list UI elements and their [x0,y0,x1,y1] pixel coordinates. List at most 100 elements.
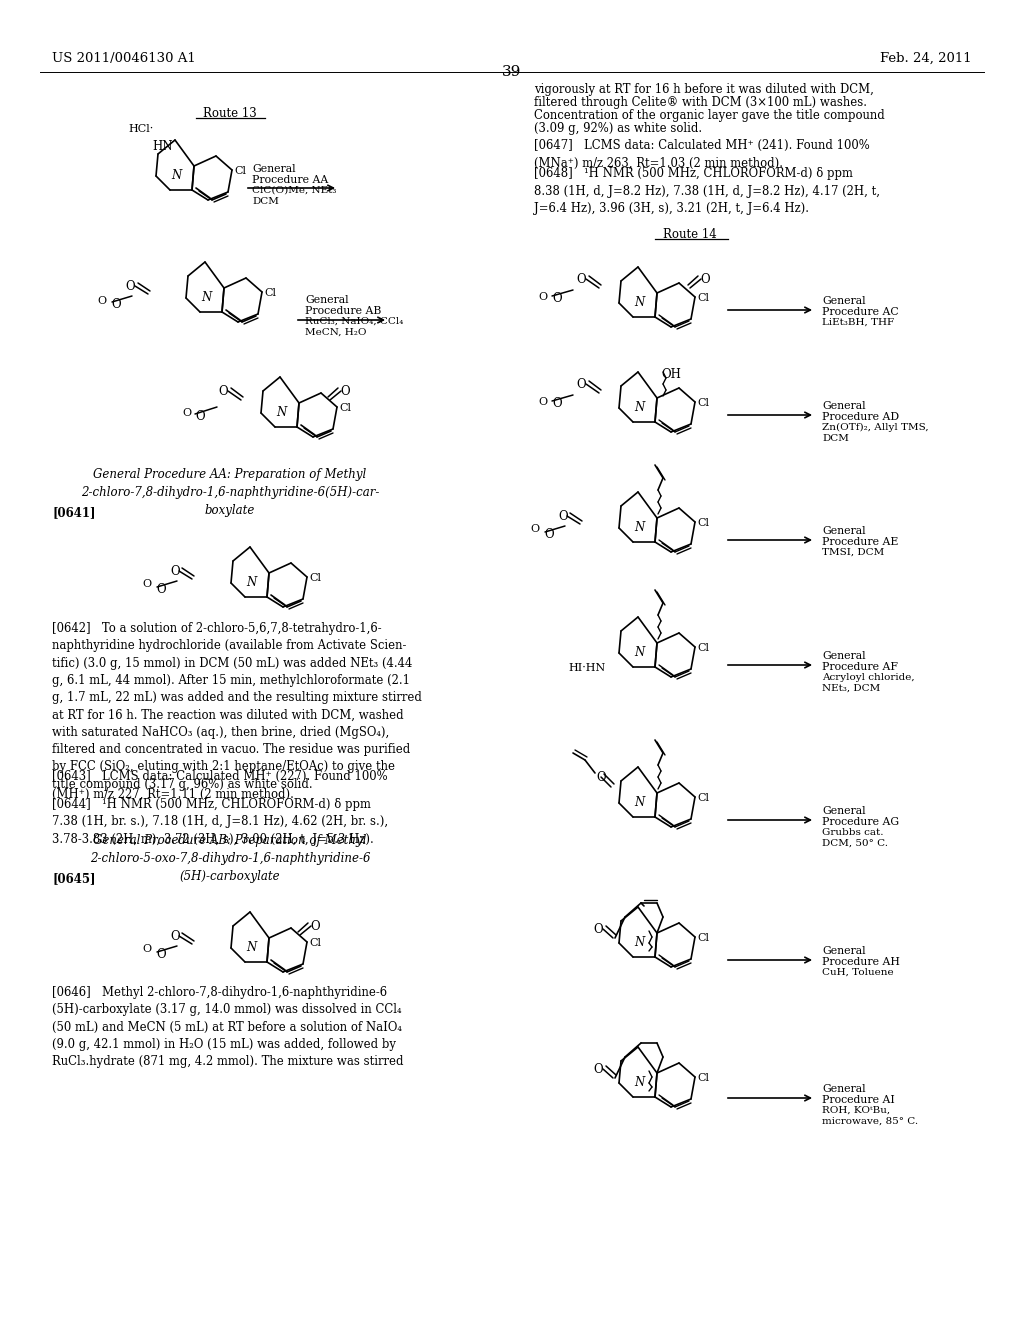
Text: General: General [822,296,865,306]
Text: DCM: DCM [252,197,279,206]
Text: N: N [634,296,644,309]
Text: (3.09 g, 92%) as white solid.: (3.09 g, 92%) as white solid. [534,121,702,135]
Text: N: N [634,645,644,659]
Text: O: O [157,948,166,961]
Text: [0645]: [0645] [52,873,95,884]
Text: Cl: Cl [339,403,351,413]
Text: N: N [171,169,181,182]
Text: O: O [552,292,562,305]
Text: N: N [634,401,644,414]
Text: Procedure AC: Procedure AC [822,308,899,317]
Text: General: General [252,164,296,174]
Text: O: O [157,583,166,597]
Text: O: O [142,579,152,589]
Text: N: N [246,576,256,589]
Text: Cl: Cl [697,643,709,653]
Text: [0648]   ¹H NMR (500 MHz, CHLOROFORM-d) δ ppm
8.38 (1H, d, J=8.2 Hz), 7.38 (1H, : [0648] ¹H NMR (500 MHz, CHLOROFORM-d) δ … [534,168,880,215]
Text: Route 14: Route 14 [664,228,717,242]
Text: O: O [310,920,319,933]
Text: OH: OH [662,368,681,381]
Text: [0647]   LCMS data: Calculated MH⁺ (241). Found 100%
(MNa⁺) m/z 263, Rt=1.03 (2 : [0647] LCMS data: Calculated MH⁺ (241). … [534,139,869,169]
Text: [0644]   ¹H NMR (500 MHz, CHLOROFORM-d) δ ppm
7.38 (1H, br. s.), 7.18 (1H, d, J=: [0644] ¹H NMR (500 MHz, CHLOROFORM-d) δ … [52,799,388,846]
Text: General: General [822,807,865,816]
Text: General: General [822,401,865,411]
Text: N: N [634,521,644,535]
Text: O: O [544,528,554,541]
Text: N: N [634,936,644,949]
Text: O: O [577,378,586,391]
Text: Cl: Cl [697,1073,709,1082]
Text: Procedure AH: Procedure AH [822,957,900,968]
Text: HI·HN: HI·HN [568,663,605,673]
Text: Cl: Cl [697,793,709,803]
Text: Route 13: Route 13 [203,107,257,120]
Text: O: O [539,292,548,302]
Text: O: O [530,524,540,535]
Text: O: O [340,385,350,399]
Text: O: O [218,385,227,399]
Text: MeCN, H₂O: MeCN, H₂O [305,327,367,337]
Text: O: O [142,944,152,954]
Text: General: General [822,651,865,661]
Text: General Procedure AB: Preparation of Methyl
2-chloro-5-oxo-7,8-dihydro-1,6-napht: General Procedure AB: Preparation of Met… [90,834,371,883]
Text: US 2011/0046130 A1: US 2011/0046130 A1 [52,51,196,65]
Text: DCM, 50° C.: DCM, 50° C. [822,840,888,847]
Text: Procedure AA: Procedure AA [252,176,329,185]
Text: Cl: Cl [309,573,321,583]
Text: Procedure AB: Procedure AB [305,306,381,315]
Text: 39: 39 [503,65,521,79]
Text: CuH, Toluene: CuH, Toluene [822,968,894,977]
Text: Procedure AG: Procedure AG [822,817,899,828]
Text: filtered through Celite® with DCM (3×100 mL) washes.: filtered through Celite® with DCM (3×100… [534,96,867,110]
Text: General: General [305,294,348,305]
Text: TMSI, DCM: TMSI, DCM [822,548,885,557]
Text: Cl: Cl [309,939,321,948]
Text: HCl·: HCl· [128,124,154,135]
Text: O: O [170,565,180,578]
Text: [0646]   Methyl 2-chloro-7,8-dihydro-1,6-naphthyridine-6
(5H)-carboxylate (3.17 : [0646] Methyl 2-chloro-7,8-dihydro-1,6-n… [52,986,403,1068]
Text: Cl: Cl [697,517,709,528]
Text: Cl: Cl [697,933,709,942]
Text: N: N [634,796,644,809]
Text: vigorously at RT for 16 h before it was diluted with DCM,: vigorously at RT for 16 h before it was … [534,83,873,96]
Text: N: N [201,290,211,304]
Text: Procedure AI: Procedure AI [822,1096,895,1105]
Text: O: O [97,296,106,306]
Text: General: General [822,1084,865,1094]
Text: Acryloyl chloride,: Acryloyl chloride, [822,673,914,682]
Text: O: O [125,280,135,293]
Text: O: O [593,1063,603,1076]
Text: DCM: DCM [822,434,849,444]
Text: Procedure AD: Procedure AD [822,412,899,422]
Text: ClC(O)Me, NEt₃: ClC(O)Me, NEt₃ [252,186,336,195]
Text: [0641]: [0641] [52,506,95,519]
Text: O: O [700,273,710,286]
Text: ROH, KOᵗBu,: ROH, KOᵗBu, [822,1106,890,1115]
Text: N: N [246,941,256,954]
Text: Procedure AE: Procedure AE [822,537,898,546]
Text: [0643]   LCMS data: Calculated MH⁺ (227). Found 100%
(MH⁺) m/z 227, Rt=1.11 (2 m: [0643] LCMS data: Calculated MH⁺ (227). … [52,770,388,800]
Text: Feb. 24, 2011: Feb. 24, 2011 [881,51,972,65]
Text: General Procedure AA: Preparation of Methyl
2-chloro-7,8-dihydro-1,6-naphthyridi: General Procedure AA: Preparation of Met… [81,469,379,517]
Text: O: O [558,510,568,523]
Text: Cl: Cl [697,293,709,304]
Text: O: O [552,397,562,411]
Text: O: O [596,771,606,784]
Text: General: General [822,525,865,536]
Text: Cl: Cl [697,399,709,408]
Text: General: General [822,946,865,956]
Text: LiEt₃BH, THF: LiEt₃BH, THF [822,318,894,327]
Text: Cl: Cl [264,288,276,298]
Text: O: O [182,408,191,418]
Text: Procedure AF: Procedure AF [822,663,898,672]
Text: O: O [170,931,180,942]
Text: NEt₃, DCM: NEt₃, DCM [822,684,881,693]
Text: N: N [634,1076,644,1089]
Text: Cl: Cl [234,166,246,176]
Text: Concentration of the organic layer gave the title compound: Concentration of the organic layer gave … [534,110,885,121]
Text: [0642]   To a solution of 2-chloro-5,6,7,8-tetrahydro-1,6-
naphthyridine hydroch: [0642] To a solution of 2-chloro-5,6,7,8… [52,622,422,791]
Text: HN: HN [152,140,172,153]
Text: N: N [275,407,286,418]
Text: O: O [112,298,121,312]
Text: RuCl₃, NaIO₄, CCl₄: RuCl₃, NaIO₄, CCl₄ [305,317,403,326]
